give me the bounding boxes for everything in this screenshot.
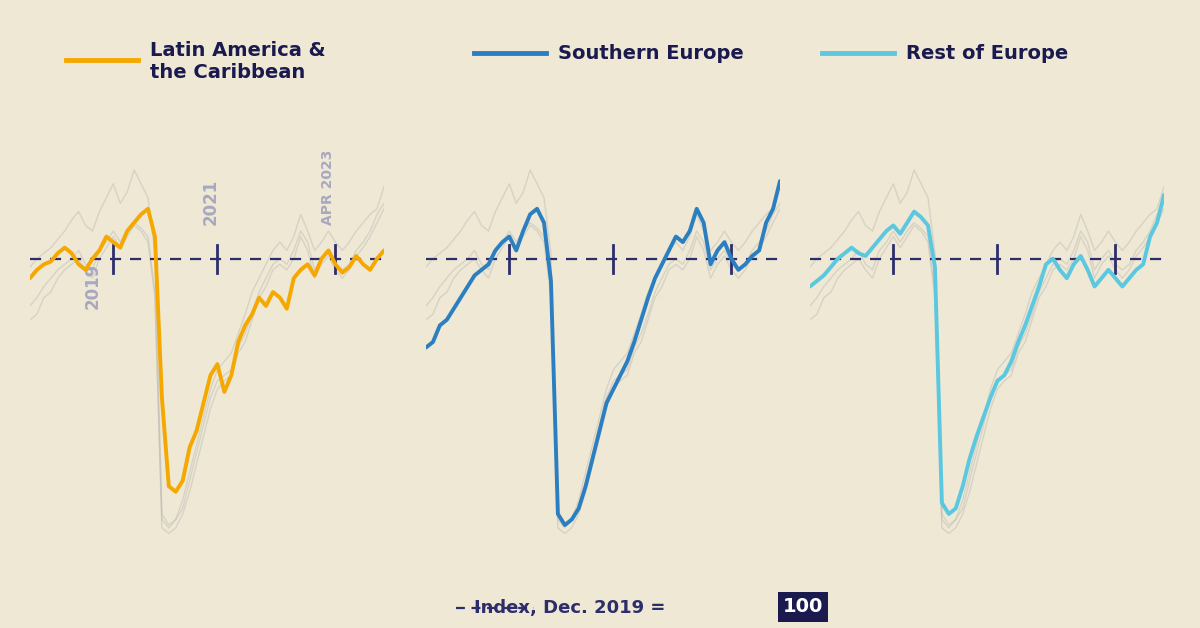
Text: 2019: 2019 (84, 263, 102, 309)
Text: Rest of Europe: Rest of Europe (906, 44, 1068, 63)
Text: Index, Dec. 2019 =: Index, Dec. 2019 = (474, 599, 672, 617)
Text: 100: 100 (782, 597, 823, 616)
Text: Latin America &
the Caribbean: Latin America & the Caribbean (150, 41, 325, 82)
Text: APR 2023: APR 2023 (322, 150, 336, 225)
Text: 2021: 2021 (202, 179, 220, 225)
Text: Southern Europe: Southern Europe (558, 44, 744, 63)
